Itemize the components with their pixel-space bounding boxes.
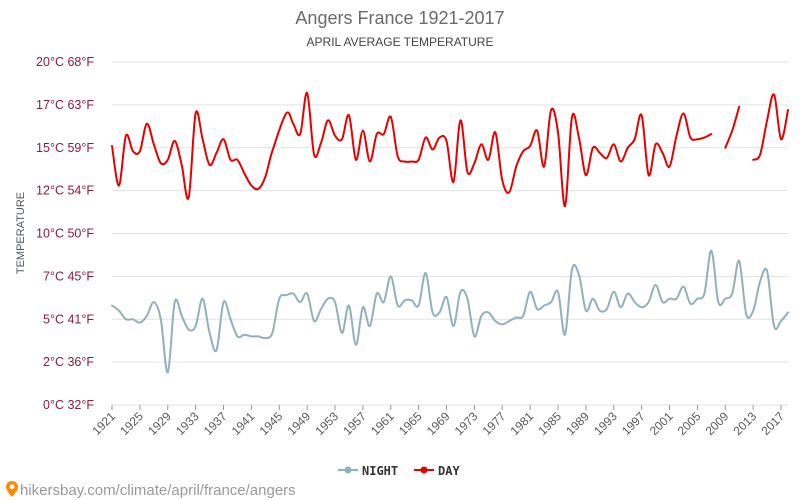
day-series-line[interactable] bbox=[111, 91, 713, 208]
grid bbox=[112, 61, 788, 406]
y-tick-label: 0°C 32°F bbox=[43, 398, 94, 412]
x-tick-label: 1969 bbox=[424, 409, 453, 438]
y-tick-label: 20°C 68°F bbox=[36, 55, 94, 69]
x-tick-label: 1993 bbox=[591, 409, 620, 438]
legend-night[interactable]: NIGHT bbox=[338, 464, 398, 478]
x-tick-label: 1997 bbox=[619, 409, 648, 438]
legend-night-label: NIGHT bbox=[362, 464, 398, 478]
y-tick-label: 5°C 41°F bbox=[43, 312, 94, 326]
day-series-line[interactable] bbox=[724, 105, 741, 149]
y-tick-label: 17°C 63°F bbox=[36, 98, 94, 112]
day-series-line[interactable] bbox=[752, 93, 789, 161]
y-tick-label: 7°C 45°F bbox=[43, 269, 94, 283]
x-tick-label: 1981 bbox=[507, 409, 536, 438]
x-tick-label: 1989 bbox=[563, 409, 592, 438]
x-tick-label: 2013 bbox=[730, 409, 759, 438]
x-tick-label: 1933 bbox=[173, 409, 202, 438]
series bbox=[111, 91, 789, 374]
x-tick-label: 1921 bbox=[89, 409, 118, 438]
legend-night-marker bbox=[344, 466, 352, 474]
x-tick-label: 1957 bbox=[340, 409, 369, 438]
y-axis-label: TEMPERATURE bbox=[15, 192, 27, 274]
x-tick-label: 1985 bbox=[535, 409, 564, 438]
x-axis: 1921 1925 1929 1933 1937 1941 1945 1949 1953 1957… bbox=[89, 405, 787, 438]
map-pin-icon bbox=[6, 481, 18, 497]
chart-title: Angers France 1921-2017 bbox=[295, 8, 504, 28]
x-tick-label: 1961 bbox=[368, 409, 397, 438]
x-tick-label: 2001 bbox=[647, 409, 676, 438]
footer[interactable]: hikersbay.com/climate/april/france/anger… bbox=[6, 481, 296, 499]
x-tick-label: 1965 bbox=[396, 409, 425, 438]
x-tick-label: 1949 bbox=[284, 409, 313, 438]
y-tick-label: 15°C 59°F bbox=[36, 141, 94, 155]
y-tick-label: 12°C 54°F bbox=[36, 184, 94, 198]
x-tick-label: 2009 bbox=[703, 409, 732, 438]
footer-url[interactable]: hikersbay.com/climate/april/france/anger… bbox=[20, 482, 296, 499]
x-tick-label: 1977 bbox=[480, 409, 509, 438]
y-tick-label: 2°C 36°F bbox=[43, 355, 94, 369]
x-tick-label: 1945 bbox=[257, 409, 286, 438]
x-tick-label: 1973 bbox=[452, 409, 481, 438]
legend-day-marker bbox=[420, 466, 428, 474]
x-tick-label: 1937 bbox=[201, 409, 230, 438]
x-tick-label: 1953 bbox=[312, 409, 341, 438]
y-axis: 0°C 32°F 2°C 36°F 5°C 41°F 7°C 45°F 10°C 50°… bbox=[36, 55, 94, 412]
x-tick-label: 2005 bbox=[675, 409, 704, 438]
legend-day-label: DAY bbox=[438, 464, 460, 478]
legend-day[interactable]: DAY bbox=[414, 464, 460, 478]
y-tick-label: 10°C 50°F bbox=[36, 227, 94, 241]
legend: NIGHT DAY bbox=[338, 464, 460, 478]
x-tick-label: 1941 bbox=[229, 409, 258, 438]
x-tick-label: 2017 bbox=[758, 409, 787, 438]
x-tick-label: 1925 bbox=[117, 409, 146, 438]
night-series-line[interactable] bbox=[111, 249, 789, 374]
x-tick-label: 1929 bbox=[145, 409, 174, 438]
chart-subtitle: APRIL AVERAGE TEMPERATURE bbox=[307, 35, 494, 49]
